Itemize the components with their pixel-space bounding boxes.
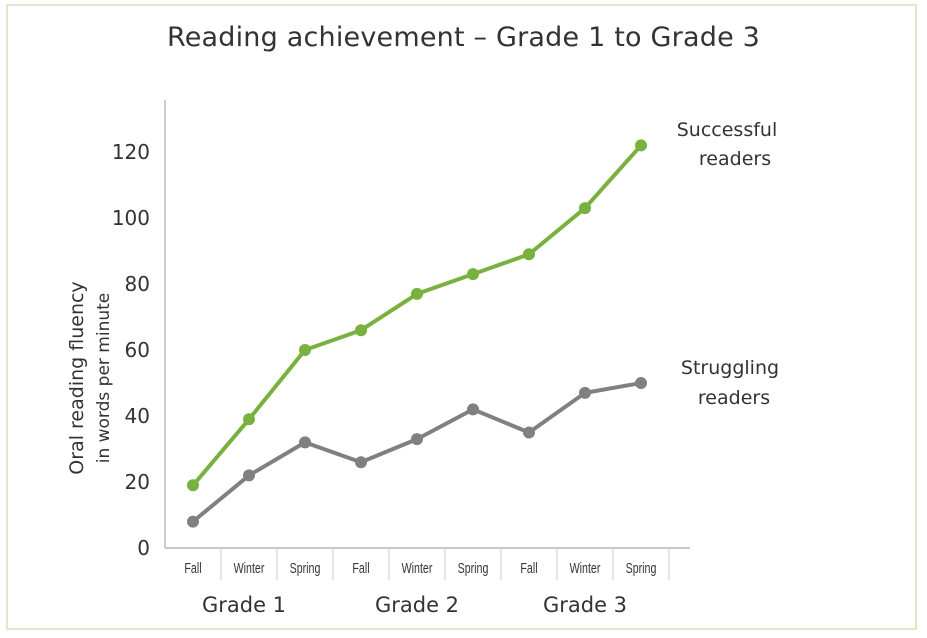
data-point-successful <box>299 344 311 356</box>
data-point-successful <box>411 287 423 300</box>
data-point-struggling <box>579 386 591 399</box>
y-tick-label: 120 <box>112 140 150 164</box>
chart-frame <box>6 4 917 630</box>
data-point-struggling <box>243 469 255 482</box>
data-point-struggling <box>411 433 423 446</box>
x-tick-label: Winter <box>234 559 265 576</box>
series-labels: Successful readers Struggling readers <box>677 119 779 409</box>
data-point-struggling <box>635 377 647 389</box>
y-tick-label: 40 <box>125 404 150 428</box>
x-tick-label: Winter <box>570 559 601 576</box>
chart-title: Reading achievement – Grade 1 to Grade 3 <box>166 22 761 53</box>
data-point-successful <box>467 268 479 281</box>
series-label-struggling-line2: readers <box>698 387 770 409</box>
data-point-successful <box>243 413 255 426</box>
y-axis-label-line1: Oral reading fluency <box>66 281 88 474</box>
y-tick-label: 60 <box>125 338 150 362</box>
axes: 0 20 40 60 80 100 120 Fall Winter Spring Fall Winte… <box>112 100 690 617</box>
y-tick-label: 80 <box>125 272 150 296</box>
group-label: Grade 2 <box>375 593 459 617</box>
data-point-struggling <box>299 436 311 449</box>
x-tick-label: Spring <box>458 559 489 576</box>
series-label-successful-line1: Successful <box>677 119 778 141</box>
group-label: Grade 1 <box>202 593 286 617</box>
series-label-struggling-line1: Struggling <box>681 357 779 379</box>
data-point-struggling <box>187 515 199 528</box>
data-point-successful <box>635 139 647 152</box>
series-layer <box>187 139 647 528</box>
data-point-struggling <box>355 456 367 469</box>
data-point-successful <box>579 202 591 215</box>
data-point-struggling <box>467 403 479 416</box>
data-point-successful <box>523 248 535 261</box>
x-tick-label: Fall <box>520 559 537 576</box>
x-tick-label: Winter <box>402 559 433 576</box>
x-tick-label: Fall <box>352 559 369 576</box>
x-tick-label: Fall <box>184 559 201 576</box>
x-tick-label: Spring <box>626 559 657 576</box>
y-tick-label: 20 <box>125 470 150 494</box>
y-axis-label: Oral reading fluency in words per minute <box>66 281 114 474</box>
series-label-successful-line2: readers <box>699 148 771 170</box>
data-point-successful <box>187 479 199 492</box>
y-tick-label: 100 <box>112 206 150 230</box>
data-point-successful <box>355 324 367 337</box>
y-tick-label: 0 <box>137 536 150 560</box>
group-label: Grade 3 <box>543 593 627 617</box>
data-point-struggling <box>523 426 535 439</box>
x-tick-label: Spring <box>290 559 321 576</box>
y-axis-label-line2: in words per minute <box>94 293 114 464</box>
